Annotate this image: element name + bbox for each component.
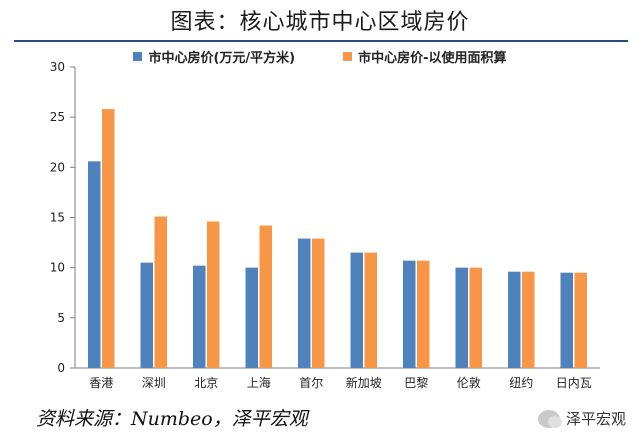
- bar-series1: [350, 252, 363, 368]
- x-tick-label: 日内瓦: [556, 376, 592, 390]
- bar-series2: [417, 260, 430, 368]
- chart-title: 图表：核心城市中心区域房价: [170, 10, 470, 35]
- bar-chart: 0 5 10 15 20 25 30 香港 深圳 北京 上海 首尔 新加坡 巴黎 伦敦 纽约 日内瓦: [50, 60, 600, 390]
- x-tick-label: 北京: [194, 376, 218, 390]
- legend-item-series2: 市中心房价-以使用面积算: [343, 47, 507, 66]
- watermark-label: 泽平宏观: [565, 410, 626, 428]
- chart-legend: 市中心房价(万元/平方米) 市中心房价-以使用面积算: [0, 47, 640, 66]
- y-tick-label: 10: [50, 261, 65, 275]
- x-tick-label: 纽约: [509, 375, 533, 390]
- x-tick-label: 上海: [247, 375, 271, 390]
- legend-swatch-series1: [133, 52, 143, 61]
- bar-series2: [207, 221, 220, 368]
- y-tick-label: 0: [57, 361, 65, 375]
- title-bar: 图表：核心城市中心区域房价: [0, 0, 640, 40]
- legend-item-series1: 市中心房价(万元/平方米): [133, 47, 295, 66]
- y-tick-label: 5: [57, 311, 65, 325]
- bar-series2: [102, 109, 115, 368]
- source-note: 资料来源：Numbeo，泽平宏观: [36, 408, 308, 430]
- bar-series1: [140, 262, 153, 368]
- bar-series1: [298, 238, 311, 368]
- x-tick-label: 新加坡: [346, 375, 382, 390]
- bar-series2: [154, 216, 167, 368]
- y-tick-label: 15: [50, 211, 65, 225]
- bar-series1: [560, 272, 573, 368]
- bar-series1: [193, 265, 206, 368]
- y-tick-label: 30: [50, 60, 65, 74]
- bar-series2: [364, 252, 377, 368]
- bar-series1: [403, 260, 416, 368]
- watermark: 泽平宏观: [537, 408, 626, 429]
- bar-series2: [469, 267, 482, 368]
- x-tick-label: 巴黎: [404, 376, 428, 390]
- x-tick-label: 深圳: [142, 376, 166, 390]
- wechat-icon: [537, 409, 562, 428]
- bar-series1: [88, 161, 101, 368]
- title-underline: [14, 40, 628, 42]
- bar-series2: [574, 272, 587, 368]
- bar-series1: [455, 267, 468, 368]
- y-tick-label: 25: [50, 110, 65, 124]
- x-tick-label: 首尔: [299, 375, 323, 390]
- x-tick-label: 香港: [89, 376, 113, 390]
- legend-swatch-series2: [343, 52, 353, 61]
- legend-label-series1: 市中心房价(万元/平方米): [148, 51, 296, 66]
- bar-series1: [508, 271, 521, 368]
- bar-series2: [522, 271, 535, 368]
- legend-label-series2: 市中心房价-以使用面积算: [358, 51, 507, 66]
- bar-series2: [312, 238, 325, 368]
- bar-series2: [259, 225, 272, 368]
- x-tick-label: 伦敦: [457, 375, 481, 390]
- bar-series1: [245, 267, 258, 368]
- y-tick-label: 20: [50, 160, 65, 174]
